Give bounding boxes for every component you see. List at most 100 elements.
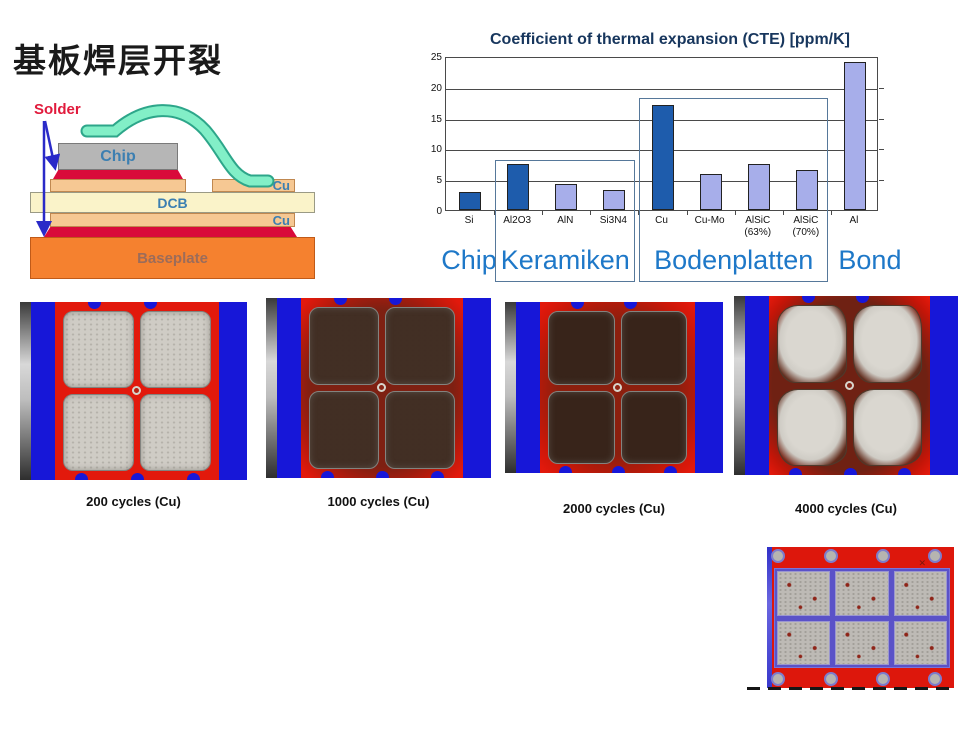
category-label-text: AlSiC <box>745 215 771 226</box>
right-tick <box>879 149 884 151</box>
solder-structure-diagram: DCB Cu Cu Chip Baseplate Solder <box>20 95 330 290</box>
group-label-keramiken: Keramiken <box>500 245 630 275</box>
category-label-text: Si <box>464 215 474 226</box>
solder-pad <box>777 388 847 466</box>
group-label-chip: Chip <box>441 245 497 275</box>
thermal-cycle-photo-2000: 2000 cycles (Cu) <box>505 302 723 523</box>
bar-Al <box>843 62 866 210</box>
pad-grid <box>548 311 687 464</box>
alignment-dot <box>623 302 637 309</box>
bar-Si3N4 <box>603 190 626 210</box>
screw-hole <box>823 549 838 563</box>
blue-bar-left <box>745 296 769 475</box>
y-tick-label: 10 <box>430 144 442 156</box>
alignment-dot <box>558 466 572 473</box>
x-axis-tick <box>686 211 688 215</box>
film-edge-strip <box>266 298 277 478</box>
cu-bottom-label: Cu <box>272 212 290 228</box>
alignment-dot <box>431 471 445 478</box>
screw-hole <box>875 672 890 686</box>
thermal-cycle-photo-4000: 4000 cycles (Cu) <box>734 296 958 523</box>
alignment-dot <box>571 302 585 309</box>
category-sub-label: (63%) <box>744 227 772 238</box>
solder-arrow-short <box>43 120 61 171</box>
baseplate-layer: Baseplate <box>30 237 315 279</box>
solder-scan-image <box>516 302 723 473</box>
category-label-text: AlN <box>557 215 574 226</box>
bar-Cu <box>651 105 674 210</box>
alignment-dot <box>131 473 144 480</box>
solder-pad <box>63 311 134 388</box>
solder-field <box>301 298 463 478</box>
category-label-text: Al2O3 <box>503 215 532 226</box>
y-tick-label: 20 <box>430 82 442 94</box>
center-ring <box>377 383 386 392</box>
solder-pad <box>309 391 379 469</box>
group-box-bodenplatten <box>639 98 828 282</box>
film-edge-strip <box>20 302 31 480</box>
micrograph-blue-edge <box>767 547 772 688</box>
center-ring <box>132 386 141 395</box>
alignment-dot <box>186 473 200 480</box>
photo-caption: 2000 cycles (Cu) <box>563 501 665 516</box>
solder-scan-image <box>277 298 491 478</box>
center-ring <box>612 382 622 392</box>
category-label-text: Al <box>849 215 859 226</box>
micrograph-pad <box>893 571 947 616</box>
thermal-cycle-photo-1000: 1000 cycles (Cu) <box>266 298 491 516</box>
chip-solder-layer <box>53 170 183 179</box>
alignment-dot <box>801 296 815 303</box>
solder-pad <box>777 305 847 383</box>
bond-wire-outline <box>80 104 275 188</box>
solder-scan-image <box>745 296 958 475</box>
film-edge-strip <box>505 302 516 473</box>
baseplate-solder-layer <box>44 227 297 237</box>
y-tick-label: 5 <box>436 175 442 187</box>
film-edge-strip <box>734 296 745 475</box>
blue-bar-left <box>31 302 55 480</box>
x-axis-tick <box>782 211 784 215</box>
blue-bar-left <box>277 298 301 478</box>
bar-Al2O3 <box>507 163 530 210</box>
solder-pad <box>620 390 687 464</box>
category-label-text: AlSiC <box>793 215 819 226</box>
thermal-cycle-photo-200: 200 cycles (Cu) <box>20 302 247 516</box>
photo-caption: 200 cycles (Cu) <box>86 494 181 509</box>
y-tick-label: 25 <box>430 52 442 63</box>
bar-Si <box>459 191 482 210</box>
x-axis-tick <box>494 211 496 215</box>
six-pad-micrograph: ✕ <box>747 547 954 690</box>
x-axis-tick <box>590 211 592 215</box>
alignment-dot <box>788 468 802 475</box>
screw-hole <box>771 672 786 686</box>
y-tick-label: 0 <box>436 206 442 217</box>
alignment-dot <box>611 466 625 473</box>
pad-grid <box>63 311 211 471</box>
category-label-text: Cu-Mo <box>694 215 725 226</box>
category-label: AlN <box>541 215 589 227</box>
category-label: Si3N4 <box>589 215 637 227</box>
chart-plot-area <box>445 57 878 215</box>
solder-pad <box>63 394 134 471</box>
bar-Cu-Mo <box>699 174 722 210</box>
page-title: 基板焊层开裂 <box>13 42 223 79</box>
group-label-bodenplatten: Bodenplatten <box>654 245 814 275</box>
solder-field <box>540 302 695 473</box>
solder-pad <box>140 394 211 471</box>
blue-bar-right <box>219 302 247 480</box>
solder-pad <box>620 311 687 385</box>
right-tick <box>879 180 884 182</box>
category-label: AlSiC (63%) <box>734 215 782 239</box>
pad-grid <box>309 307 455 469</box>
category-label: Cu <box>637 215 685 227</box>
screw-hole <box>823 672 838 686</box>
micrograph-pad <box>777 571 831 616</box>
center-ring <box>844 380 854 390</box>
chart-title: Coefficient of thermal expansion (CTE) [… <box>489 31 850 48</box>
right-tick <box>879 118 884 120</box>
solder-pad <box>140 311 211 388</box>
micrograph-pad <box>893 620 947 665</box>
micrograph-pad-grid <box>774 568 950 668</box>
solder-pad <box>385 391 455 469</box>
